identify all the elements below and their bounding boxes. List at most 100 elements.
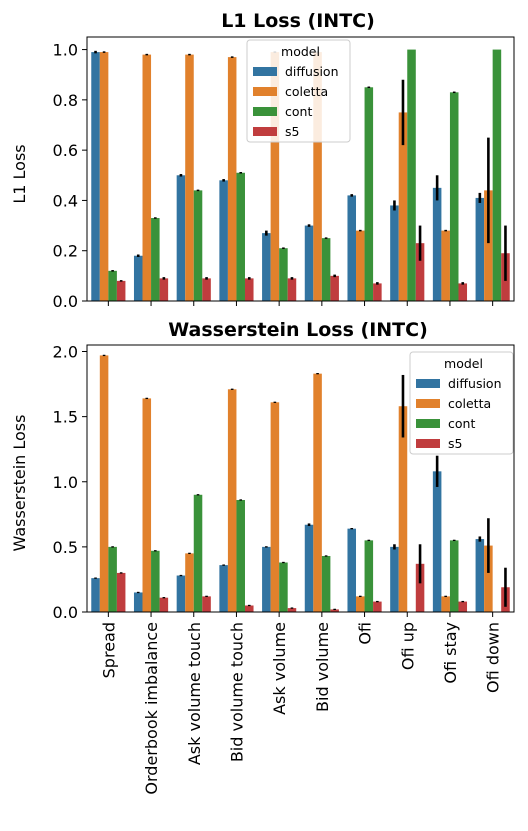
- bar-diffusion: [475, 197, 485, 301]
- bar-diffusion: [262, 233, 271, 301]
- bar-coletta: [441, 596, 450, 612]
- x-tick-label: Ofi stay: [441, 622, 460, 684]
- bar-s5: [202, 596, 211, 612]
- bar-diffusion: [91, 52, 100, 302]
- bar-s5: [373, 283, 382, 301]
- legend-swatch: [253, 127, 277, 136]
- x-tick-label: Ofi up: [398, 622, 417, 670]
- bar-cont: [193, 190, 203, 301]
- bar-coletta: [142, 54, 152, 301]
- chart-title: L1 Loss (INTC): [221, 10, 375, 32]
- bar-diffusion: [133, 255, 143, 301]
- bar-cont: [407, 49, 416, 302]
- bar-coletta: [356, 230, 365, 301]
- bar-s5: [415, 243, 425, 301]
- bar-s5: [244, 605, 254, 612]
- bar-diffusion: [475, 539, 485, 612]
- bar-s5: [330, 609, 339, 612]
- legend-swatch: [253, 87, 277, 96]
- legend-title: model: [281, 44, 320, 59]
- legend-label: s5: [285, 124, 299, 139]
- bar-coletta: [484, 190, 493, 301]
- bar-s5: [202, 278, 211, 301]
- bar-s5: [244, 278, 254, 301]
- bar-cont: [492, 49, 502, 302]
- bar-coletta: [356, 596, 365, 612]
- bar-s5: [159, 278, 169, 301]
- bar-coletta: [398, 406, 408, 612]
- legend-swatch: [416, 379, 440, 388]
- bar-coletta: [99, 355, 109, 612]
- y-tick-label: 0.2: [53, 242, 78, 261]
- y-tick-label: 0.5: [53, 538, 78, 557]
- bar-s5: [287, 278, 297, 301]
- bar-diffusion: [432, 471, 442, 612]
- bar-diffusion: [432, 187, 442, 301]
- bar-cont: [108, 546, 117, 612]
- bar-cont: [236, 172, 245, 301]
- bar-cont: [279, 562, 288, 612]
- bar-cont: [449, 92, 459, 301]
- y-tick-label: 1.0: [53, 41, 78, 60]
- legend: model diffusion coletta cont s5: [246, 39, 351, 143]
- legend-label: cont: [448, 416, 475, 431]
- x-tick-label: Ofi: [356, 622, 375, 645]
- bar-coletta: [441, 230, 450, 301]
- bar-cont: [321, 555, 331, 612]
- y-axis-label: L1 Loss: [10, 144, 29, 203]
- bar-s5: [330, 275, 339, 301]
- bar-coletta: [270, 402, 280, 612]
- bar-coletta: [484, 545, 493, 612]
- chart-title: Wasserstein Loss (INTC): [168, 319, 428, 341]
- bar-coletta: [185, 553, 194, 612]
- legend: model diffusion coletta cont s5: [409, 351, 514, 455]
- bar-coletta: [313, 52, 322, 302]
- legend-swatch: [253, 107, 277, 116]
- y-tick-label: 0.6: [53, 141, 78, 160]
- x-tick-label: Orderbook imbalance: [142, 622, 161, 795]
- bar-diffusion: [219, 180, 228, 301]
- legend-label: coletta: [285, 84, 328, 99]
- bar-s5: [458, 283, 468, 301]
- bar-diffusion: [390, 205, 399, 301]
- legend-title: model: [444, 356, 483, 371]
- bar-diffusion: [347, 528, 357, 612]
- legend-label: cont: [285, 104, 312, 119]
- bar-diffusion: [91, 578, 100, 612]
- bar-diffusion: [262, 546, 271, 612]
- bar-cont: [236, 499, 245, 612]
- bar-diffusion: [304, 524, 314, 612]
- y-tick-label: 1.5: [53, 408, 78, 427]
- bar-coletta: [99, 52, 109, 302]
- bar-coletta: [227, 389, 237, 612]
- bar-coletta: [142, 398, 152, 612]
- bar-coletta: [270, 52, 280, 302]
- legend-label: s5: [448, 436, 462, 451]
- wasserstein-loss-chart: Wasserstein Loss (INTC) Wasserstein Loss…: [10, 319, 515, 795]
- bar-diffusion: [176, 175, 186, 301]
- y-tick-label: 0.4: [53, 191, 78, 210]
- legend-box: [246, 39, 351, 143]
- x-tick-label: Spread: [99, 622, 118, 678]
- bar-cont: [151, 550, 160, 612]
- legend-swatch: [416, 439, 440, 448]
- x-tick-label: Bid volume touch: [227, 622, 246, 762]
- bar-diffusion: [219, 565, 228, 612]
- bar-s5: [373, 601, 382, 612]
- y-axis-label: Wasserstein Loss: [10, 415, 29, 552]
- bar-cont: [449, 540, 459, 612]
- y-tick-label: 0.8: [53, 91, 78, 110]
- bar-diffusion: [347, 195, 357, 301]
- x-tick-label: Bid volume: [313, 622, 332, 712]
- y-tick-label: 0.0: [53, 603, 78, 622]
- bar-cont: [279, 248, 288, 301]
- bar-cont: [364, 87, 374, 302]
- y-tick-label: 1.0: [53, 473, 78, 492]
- bar-diffusion: [304, 225, 314, 301]
- y-tick-label: 0.0: [53, 292, 78, 311]
- bar-s5: [287, 608, 297, 612]
- bar-s5: [415, 563, 425, 612]
- legend-label: diffusion: [285, 64, 339, 79]
- bar-coletta: [313, 373, 322, 612]
